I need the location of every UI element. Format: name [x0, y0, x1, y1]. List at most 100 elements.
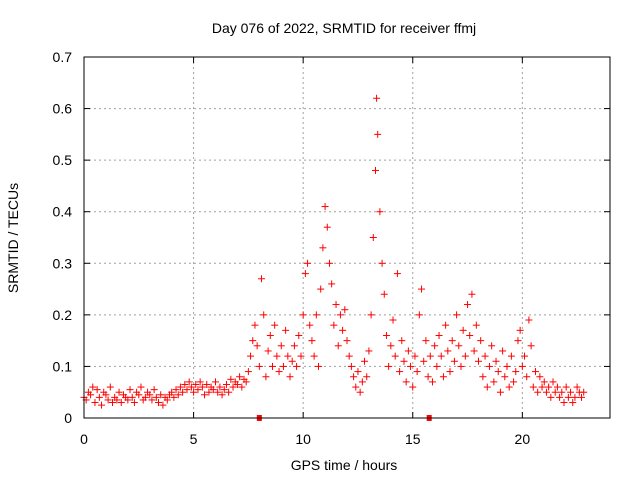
axis-layer: 0 5 10 15 20 0 0.1 0.2 0.3 0.4 0.5 0.6 0.7: [53, 49, 611, 447]
data-point-0-54: [198, 383, 206, 391]
data-point-0-127: [358, 378, 366, 386]
data-point-0-205: [527, 342, 535, 350]
data-point-0-88: [273, 352, 281, 360]
data-point-0-25: [135, 391, 143, 399]
data-point-0-160: [428, 378, 436, 386]
data-point-0-140: [385, 362, 393, 370]
data-point-0-5: [91, 399, 99, 407]
data-point-0-102: [304, 259, 312, 267]
data-point-0-128: [361, 357, 369, 365]
data-point-0-23: [130, 399, 138, 407]
data-point-0-162: [433, 362, 441, 370]
data-point-0-226: [573, 383, 581, 391]
data-point-0-211: [540, 378, 548, 386]
data-point-0-139: [382, 331, 390, 339]
data-point-0-78: [251, 321, 259, 329]
data-point-0-103: [306, 321, 314, 329]
data-point-0-218: [556, 393, 564, 401]
data-point-0-133: [371, 166, 379, 174]
data-point-0-4: [89, 383, 97, 391]
data-point-0-84: [264, 347, 272, 355]
data-point-0-156: [420, 357, 428, 365]
data-point-0-101: [301, 270, 309, 278]
y-tick-label-2: 0.2: [53, 307, 73, 323]
data-point-0-32: [150, 386, 158, 394]
data-point-0-20: [124, 396, 132, 404]
data-point-0-225: [571, 393, 579, 401]
data-point-0-112: [325, 259, 333, 267]
data-point-0-11: [104, 396, 112, 404]
points-layer: [80, 94, 588, 421]
data-point-0-169: [448, 337, 456, 345]
data-point-0-71: [236, 373, 244, 381]
data-point-0-158: [424, 373, 432, 381]
data-point-0-8: [98, 401, 106, 409]
data-point-0-135: [374, 130, 382, 138]
data-point-0-40: [168, 388, 176, 396]
data-point-0-10: [102, 391, 110, 399]
data-point-0-47: [183, 386, 191, 394]
data-point-0-192: [499, 347, 507, 355]
data-point-0-89: [275, 368, 283, 376]
data-point-0-90: [277, 342, 285, 350]
data-point-0-174: [459, 326, 467, 334]
data-point-0-228: [578, 393, 586, 401]
data-point-0-154: [415, 311, 423, 319]
data-point-0-134: [373, 94, 381, 102]
data-point-0-197: [510, 378, 518, 386]
data-point-0-62: [216, 383, 224, 391]
data-point-0-210: [538, 383, 546, 391]
data-point-0-161: [431, 342, 439, 350]
data-point-0-143: [391, 352, 399, 360]
data-point-0-16: [115, 388, 123, 396]
data-point-0-221: [562, 383, 570, 391]
data-point-0-105: [310, 352, 318, 360]
data-point-0-22: [128, 393, 136, 401]
data-point-0-116: [334, 342, 342, 350]
data-point-0-86: [268, 362, 276, 370]
data-point-0-63: [218, 391, 226, 399]
chart-title: Day 076 of 2022, SRMTID for receiver ffm…: [212, 20, 476, 36]
data-point-0-173: [457, 362, 465, 370]
data-point-0-106: [312, 311, 320, 319]
data-point-0-164: [437, 352, 445, 360]
data-point-0-138: [380, 290, 388, 298]
data-point-0-12: [106, 383, 114, 391]
data-point-0-82: [260, 311, 268, 319]
data-point-0-6: [93, 386, 101, 394]
data-point-0-126: [356, 388, 364, 396]
data-point-0-151: [409, 383, 417, 391]
y-tick-label-3: 0.3: [53, 255, 73, 271]
data-point-0-172: [455, 342, 463, 350]
data-point-0-219: [558, 388, 566, 396]
data-point-0-99: [297, 352, 305, 360]
data-point-0-95: [288, 357, 296, 365]
x-tick-label-2: 10: [295, 431, 311, 447]
data-point-0-13: [108, 399, 116, 407]
data-point-0-187: [488, 342, 496, 350]
y-tick-label-0: 0: [64, 410, 72, 426]
data-point-0-131: [367, 311, 375, 319]
data-point-0-74: [242, 378, 250, 386]
data-point-0-155: [418, 285, 426, 293]
data-point-0-114: [330, 321, 338, 329]
data-point-0-107: [315, 362, 323, 370]
data-point-0-223: [567, 388, 575, 396]
data-point-0-67: [227, 375, 235, 383]
data-point-0-149: [404, 347, 412, 355]
data-point-0-178: [468, 290, 476, 298]
data-point-0-55: [201, 391, 209, 399]
data-point-0-87: [271, 321, 279, 329]
data-point-0-215: [549, 378, 557, 386]
data-point-0-117: [336, 311, 344, 319]
data-point-0-163: [435, 331, 443, 339]
data-point-0-65: [222, 380, 230, 388]
data-point-0-21: [126, 386, 134, 394]
data-point-0-66: [225, 388, 233, 396]
data-point-0-81: [258, 275, 266, 283]
data-point-0-91: [279, 362, 287, 370]
data-point-0-3: [87, 391, 95, 399]
data-point-0-70: [233, 380, 241, 388]
data-point-0-190: [494, 368, 502, 376]
